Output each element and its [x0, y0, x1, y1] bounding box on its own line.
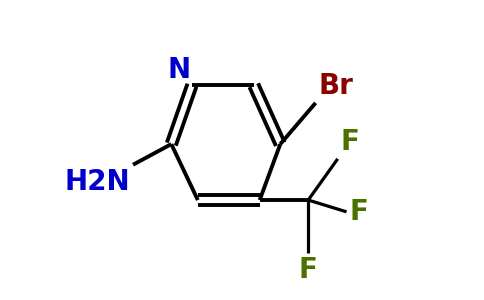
Text: H2N: H2N — [64, 168, 130, 196]
Text: F: F — [349, 198, 368, 226]
Text: N: N — [167, 56, 191, 84]
Text: Br: Br — [318, 72, 353, 100]
Text: F: F — [341, 128, 360, 156]
Text: F: F — [299, 256, 318, 284]
